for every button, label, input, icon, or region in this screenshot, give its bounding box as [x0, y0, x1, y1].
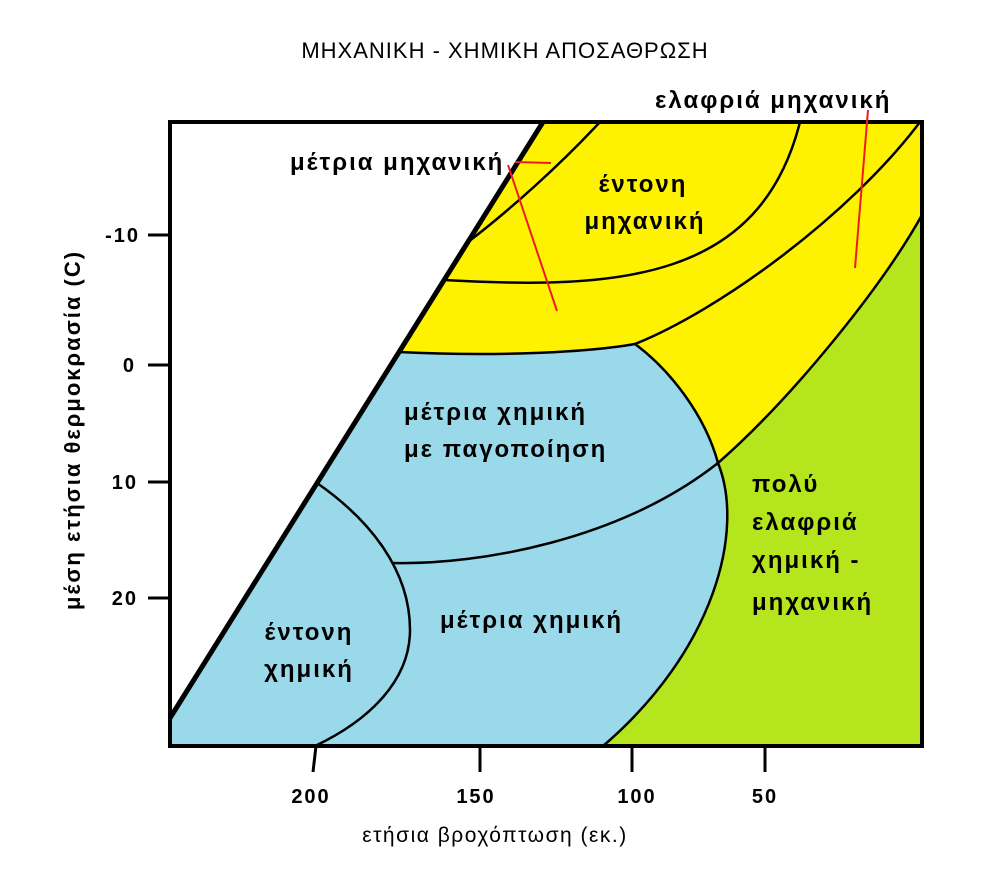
x-tick-label: 200 [291, 786, 330, 808]
y-axis-label: μέση ετήσια θερμοκρασία (C) [60, 250, 85, 610]
moderate-mechanical-pointer-long [507, 164, 558, 312]
very-slight-label-line2: ελαφριά [752, 509, 859, 536]
strong-mechanical-inner-boundary [467, 121, 601, 243]
diagonal-limit-line [167, 120, 546, 720]
moderate-mechanical-pointer-short [514, 161, 552, 164]
strong-chemical-boundary [314, 481, 412, 748]
very-slight-label-line4: μηχανική [752, 589, 873, 616]
very-slight-zone [603, 215, 922, 746]
strong-mechanical-outer-boundary [443, 121, 802, 284]
x-tick-mark [311, 745, 318, 773]
very-slight-zone-boundary [717, 214, 924, 464]
y-tick-label: -10 [105, 225, 140, 247]
strong-mechanical-label-line2: μηχανική [584, 208, 705, 235]
very-slight-label-line1: πολύ [752, 471, 819, 498]
chemical-zone [170, 344, 728, 746]
slight-mechanical-boundary [634, 121, 921, 346]
y-tick-label: 20 [112, 588, 138, 610]
y-tick-label: 0 [123, 355, 136, 377]
x-axis-ticks [311, 745, 767, 773]
x-tick-label: 150 [456, 786, 495, 808]
strong-chemical-label-line2: χημική [264, 656, 354, 683]
x-axis-label: ετήσια βροχόπτωση (εκ.) [362, 824, 627, 847]
mechanical-zone [399, 122, 922, 463]
frost-boundary [392, 462, 719, 565]
diagram-title: ΜΗΧΑΝΙΚΗ - ΧΗΜΙΚΗ ΑΠΟΣΑΘΡΩΣΗ [301, 38, 708, 63]
y-tick-label: 10 [112, 472, 138, 494]
very-slight-label-line3: χημική - [752, 547, 861, 574]
slight-mechanical-label: ελαφριά μηχανική [655, 87, 891, 114]
x-tick-label: 100 [617, 786, 656, 808]
moderate-mechanical-label: μέτρια μηχανική [290, 149, 504, 176]
chemical-zone-boundary [398, 342, 729, 747]
strong-chemical-label-line1: έντονη [265, 619, 354, 646]
moderate-chemical-label: μέτρια χημική [440, 607, 623, 634]
moderate-chemical-frost-label-line2: με παγοποίηση [404, 436, 607, 463]
moderate-chemical-frost-label-line1: μέτρια χημική [404, 399, 587, 426]
plot-frame [168, 120, 924, 748]
y-axis-ticks [148, 233, 170, 600]
x-tick-label: 50 [752, 786, 778, 808]
slight-mechanical-pointer [854, 109, 869, 269]
strong-mechanical-label-line1: έντονη [599, 171, 688, 198]
pointer-lines [507, 109, 869, 312]
zone-boundaries [314, 121, 924, 748]
